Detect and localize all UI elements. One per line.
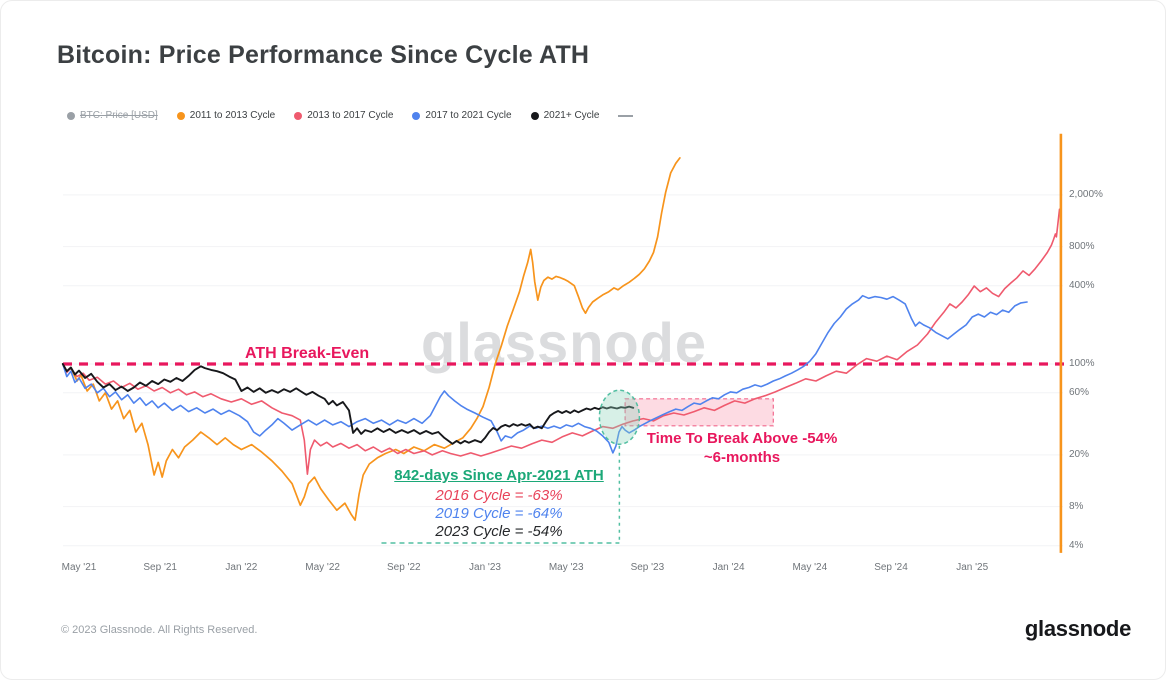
y-tick-label: 100% [1069,358,1095,369]
copyright-text: © 2023 Glassnode. All Rights Reserved. [61,624,258,636]
legend-dot-icon [412,111,421,120]
legend-dot-icon [176,111,185,120]
legend-item-label: 2011 to 2013 Cycle [189,110,276,121]
x-tick-label: May '22 [305,562,340,573]
legend-item-btc-price-usd-[interactable]: BTC: Price [USD] [67,110,158,121]
y-tick-label: 8% [1069,501,1084,512]
series-line-2013-to-2017-cycle [61,208,1061,476]
legend-item-2011-to-2013-cycle[interactable]: 2011 to 2013 Cycle [176,110,276,121]
x-tick-label: Sep '21 [143,562,177,573]
series-line-2011-to-2013-cycle [61,157,681,521]
chart-legend: BTC: Price [USD] 2011 to 2013 Cycle 2013 t… [67,110,634,121]
y-tick-label: 20% [1069,449,1090,460]
x-tick-label: Jan '24 [712,562,745,573]
cycle-2019-drawdown: 2019 Cycle = -64% [435,505,563,522]
y-tick-label: 800% [1069,241,1095,252]
glassnode-logo: glassnode [1024,616,1131,641]
legend-dash-item[interactable] [618,114,634,117]
cycle-2016-drawdown: 2016 Cycle = -63% [435,487,563,504]
legend-item-2017-to-2021-cycle[interactable]: 2017 to 2021 Cycle [412,110,512,121]
page-title: Bitcoin: Price Performance Since Cycle A… [57,41,590,69]
legend-dash-icon [618,114,634,117]
legend-item-label: 2013 to 2017 Cycle [307,110,394,121]
y-tick-label: 2,000% [1069,189,1103,200]
x-tick-label: May '24 [792,562,828,573]
ath-breakeven-label: ATH Break-Even [245,345,370,362]
y-tick-label: 400% [1069,280,1095,291]
days-since-ath-title: 842-days Since Apr-2021 ATH [394,467,604,484]
legend-item-label: 2017 to 2021 Cycle [425,110,512,121]
legend-item-label: 2021+ Cycle [543,110,600,121]
x-tick-label: Jan '22 [225,562,258,573]
x-tick-label: Jan '25 [956,562,989,573]
legend-dot-icon [67,111,75,120]
cycle-low-highlight-circle [598,389,641,445]
x-tick-label: Sep '22 [386,562,421,573]
days-since-ath-annotation: 842-days Since Apr-2021 ATH 2016 Cycle =… [373,467,625,541]
series-line-2021-cycle [61,363,635,445]
x-tick-label: Sep '23 [630,562,665,573]
x-tick-label: May '21 [61,562,97,573]
y-tick-label: 4% [1069,540,1084,551]
legend-item-2021-cycle[interactable]: 2021+ Cycle [530,110,600,121]
series-line-2017-to-2021-cycle [61,294,1028,454]
y-tick-label: 60% [1069,387,1090,398]
x-tick-label: Sep '24 [874,562,908,573]
time-to-break-line2: ~6-months [703,449,781,466]
legend-item-label: BTC: Price [USD] [80,110,158,121]
time-to-break-annotation: Time To Break Above -54% ~6-months [626,429,858,467]
legend-item-2013-to-2017-cycle[interactable]: 2013 to 2017 Cycle [294,110,393,121]
x-tick-label: Jan '23 [469,562,501,573]
cycle-2023-drawdown: 2023 Cycle = -54% [435,523,563,540]
legend-dot-icon [530,111,539,120]
x-tick-label: May '23 [548,562,584,573]
time-to-break-line1: Time To Break Above -54% [646,430,838,447]
legend-dot-icon [294,111,303,120]
